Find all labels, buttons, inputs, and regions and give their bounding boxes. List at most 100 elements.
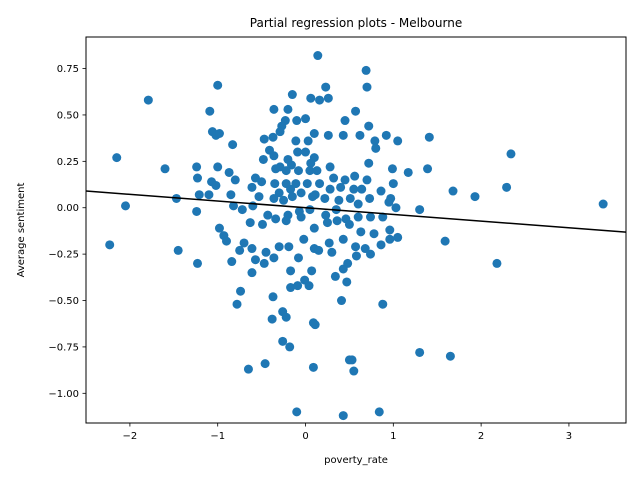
data-point — [315, 179, 325, 189]
data-point — [415, 205, 425, 215]
data-point — [232, 299, 242, 309]
x-tick-label: 1 — [390, 431, 396, 442]
data-point — [286, 266, 296, 276]
data-point — [286, 184, 296, 194]
data-point — [349, 184, 359, 194]
data-point — [424, 132, 434, 142]
data-point — [309, 223, 319, 233]
data-point — [470, 192, 480, 202]
data-point — [321, 82, 331, 92]
y-axis-label: Average sentiment — [16, 183, 27, 278]
data-point — [221, 236, 231, 246]
data-point — [299, 234, 309, 244]
data-point — [334, 195, 344, 205]
data-point — [312, 166, 322, 176]
data-point — [330, 271, 340, 281]
data-point — [214, 129, 224, 138]
data-point — [381, 130, 391, 140]
data-point — [293, 281, 303, 291]
data-point — [364, 158, 374, 168]
data-point — [337, 296, 347, 306]
data-point — [306, 93, 316, 103]
data-point — [336, 182, 346, 192]
data-point — [371, 143, 381, 153]
data-point — [274, 242, 284, 252]
data-point — [194, 190, 204, 200]
y-tick-label: 0.50 — [57, 110, 79, 121]
data-point — [213, 162, 223, 172]
data-point — [281, 216, 291, 226]
data-point — [308, 362, 318, 372]
data-point — [287, 192, 297, 202]
data-point — [236, 286, 246, 296]
data-point — [338, 234, 348, 244]
data-point — [257, 177, 267, 187]
data-point — [259, 134, 269, 144]
data-point — [259, 258, 269, 268]
data-point — [323, 93, 333, 103]
data-point — [192, 162, 202, 172]
data-point — [275, 127, 285, 137]
data-point — [263, 210, 273, 220]
x-tick-label: 0 — [302, 431, 308, 442]
data-point — [214, 223, 224, 233]
axis-ticks: −2 −1 0 1 2 3 −1.00 −0.75 −0.50 −0.25 0.00 0.25 0.50… — [48, 64, 572, 442]
data-point — [248, 201, 258, 211]
data-point — [353, 199, 363, 209]
data-point — [332, 216, 342, 226]
data-point — [324, 238, 334, 248]
data-point — [239, 238, 249, 248]
data-point — [385, 225, 395, 235]
data-point — [506, 149, 516, 159]
data-point — [105, 240, 115, 250]
data-point — [342, 277, 352, 287]
data-point — [320, 193, 330, 203]
data-point — [362, 175, 372, 185]
data-point — [387, 164, 397, 174]
data-point — [247, 268, 257, 278]
data-point — [112, 153, 122, 163]
data-point — [325, 184, 335, 194]
data-point — [160, 164, 170, 174]
data-point — [245, 218, 255, 228]
data-point — [492, 258, 502, 268]
data-point — [388, 179, 398, 189]
data-point — [227, 257, 237, 267]
fit-line-layer — [85, 190, 627, 233]
data-point — [345, 193, 355, 203]
data-point — [314, 245, 324, 255]
data-point — [338, 264, 348, 274]
data-point — [351, 251, 361, 261]
y-tick-label: −0.25 — [48, 250, 79, 261]
x-tick-label: 3 — [566, 431, 572, 442]
plot-area-frame — [85, 36, 627, 424]
data-point — [445, 351, 455, 361]
y-tick-label: 0.00 — [57, 203, 79, 214]
data-point — [393, 232, 403, 242]
data-point — [243, 364, 253, 374]
data-point — [293, 147, 303, 157]
data-point — [271, 214, 281, 224]
data-point — [327, 247, 337, 257]
data-point — [321, 210, 331, 220]
chart-title: Partial regression plots - Melbourne — [250, 16, 462, 30]
data-point — [340, 116, 350, 126]
data-point — [267, 314, 277, 324]
data-point — [296, 188, 306, 198]
data-point — [301, 147, 311, 157]
data-point — [423, 164, 433, 174]
data-point — [351, 106, 361, 116]
data-point — [374, 407, 384, 417]
y-tick-label: 0.25 — [57, 157, 79, 168]
data-point — [269, 151, 279, 161]
data-point — [502, 182, 512, 192]
regression-line — [85, 190, 627, 233]
data-point — [385, 234, 395, 244]
data-point — [306, 158, 316, 168]
data-point — [224, 167, 234, 177]
data-point — [344, 219, 354, 229]
data-point — [237, 205, 247, 215]
data-point — [315, 95, 325, 105]
data-point — [362, 82, 372, 92]
